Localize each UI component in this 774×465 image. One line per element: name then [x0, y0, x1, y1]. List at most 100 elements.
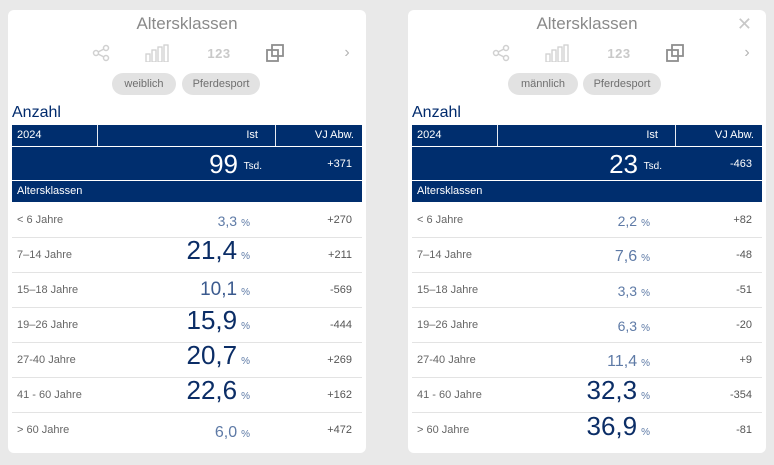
table-row: 41 - 60 Jahre 22,6% +162 [12, 375, 362, 413]
row-label: > 60 Jahre [417, 424, 470, 436]
chip-sport[interactable]: Pferdesport [182, 73, 260, 95]
row-deviation: -81 [736, 424, 752, 436]
chip-sport[interactable]: Pferdesport [583, 73, 661, 95]
widget-toolbar: 123 › [8, 40, 366, 68]
row-value-unit: % [241, 391, 250, 402]
row-label: 7–14 Jahre [17, 249, 73, 261]
table-row: 27-40 Jahre 11,4% +9 [412, 343, 762, 378]
share-icon[interactable] [488, 42, 514, 64]
header-year: 2024 [417, 129, 442, 141]
table-row: > 60 Jahre 36,9% -81 [412, 411, 762, 448]
row-value-number: 6,3 [617, 318, 638, 334]
widget-card-male: Altersklassen ✕ 123 › männlich Pferdespo… [408, 10, 766, 453]
row-value-unit: % [241, 356, 250, 367]
chip-gender[interactable]: männlich [508, 73, 578, 95]
row-value: 3,3% [218, 213, 250, 231]
header-deviation: VJ Abw. [314, 129, 354, 141]
row-label: < 6 Jahre [417, 214, 464, 226]
row-value: 11,4% [607, 353, 650, 371]
row-label: 15–18 Jahre [17, 284, 79, 296]
close-icon[interactable]: ✕ [736, 14, 752, 34]
row-value-number: 20,7 [186, 340, 238, 370]
subheader: Altersklassen [12, 181, 362, 202]
table-row: 19–26 Jahre 6,3% -20 [412, 308, 762, 343]
copy-icon[interactable] [662, 42, 688, 64]
table-row: 19–26 Jahre 15,9% -444 [12, 305, 362, 343]
row-deviation: +9 [739, 354, 752, 366]
row-value-unit: % [641, 391, 650, 402]
row-deviation: +162 [327, 389, 352, 401]
row-value: 15,9% [186, 305, 250, 336]
row-value: 3,3% [618, 283, 650, 301]
row-value-number: 6,0 [214, 424, 238, 441]
number-format-icon[interactable]: 123 [207, 45, 231, 61]
row-label: 19–26 Jahre [17, 319, 79, 331]
row-label: 41 - 60 Jahre [17, 389, 82, 401]
row-value-number: 11,4 [607, 353, 638, 370]
row-value-number: 21,4 [186, 235, 238, 265]
row-value-number: 7,6 [614, 248, 638, 265]
row-label: 27-40 Jahre [417, 354, 476, 366]
row-deviation: +472 [327, 424, 352, 436]
row-deviation: -444 [329, 319, 352, 331]
widget-card-female: Altersklassen 123 › weiblich Pferdesport… [8, 10, 366, 453]
table-row: > 60 Jahre 6,0% +472 [12, 413, 362, 448]
row-value: 6,3% [618, 318, 650, 336]
table-row: < 6 Jahre 2,2% +82 [412, 203, 762, 238]
row-value-unit: % [641, 358, 650, 369]
row-value: 7,6% [615, 248, 650, 266]
subheader: Altersklassen [412, 181, 762, 202]
copy-icon[interactable] [262, 42, 288, 64]
row-label: 41 - 60 Jahre [417, 389, 482, 401]
bar-chart-icon[interactable] [544, 42, 570, 64]
row-value-number: 36,9 [586, 411, 638, 441]
table-row: 15–18 Jahre 3,3% -51 [412, 273, 762, 308]
row-value: 36,9% [586, 411, 650, 442]
row-value-number: 2,2 [617, 213, 638, 229]
row-value-unit: % [641, 288, 650, 299]
row-value-unit: % [241, 321, 250, 332]
row-value: 6,0% [215, 424, 250, 442]
table-row: 15–18 Jahre 10,1% -569 [12, 273, 362, 308]
row-value-unit: % [641, 323, 650, 334]
row-value-number: 15,9 [186, 305, 238, 335]
row-deviation: -569 [329, 284, 352, 296]
bar-chart-icon[interactable] [144, 42, 170, 64]
row-deviation: -48 [736, 249, 752, 261]
row-label: 15–18 Jahre [417, 284, 479, 296]
table-row: 27-40 Jahre 20,7% +269 [12, 340, 362, 378]
table-row: 7–14 Jahre 21,4% +211 [12, 235, 362, 273]
chip-gender[interactable]: weiblich [112, 73, 176, 95]
card-title: Altersklassen [136, 14, 238, 33]
share-icon[interactable] [88, 42, 114, 64]
row-value-unit: % [641, 427, 650, 438]
row-value: 22,6% [186, 375, 250, 406]
chevron-right-icon[interactable]: › [744, 44, 750, 61]
row-label: > 60 Jahre [17, 424, 70, 436]
row-value-number: 3,3 [217, 213, 238, 229]
total-deviation: +371 [327, 158, 352, 170]
table-header: 2024 Ist VJ Abw. [412, 125, 762, 146]
row-deviation: +211 [328, 249, 352, 261]
row-deviation: -354 [729, 389, 752, 401]
row-value-unit: % [641, 218, 650, 229]
row-deviation: -20 [736, 319, 752, 331]
row-value: 21,4% [186, 235, 250, 266]
row-deviation: +82 [733, 214, 752, 226]
row-value-unit: % [241, 287, 250, 298]
table-row: < 6 Jahre 3,3% +270 [12, 203, 362, 238]
header-ist: Ist [646, 129, 658, 141]
row-label: 27-40 Jahre [17, 354, 76, 366]
section-title: Anzahl [12, 104, 61, 121]
total-unit: Tsd. [643, 161, 662, 172]
row-value: 10,1% [200, 279, 250, 301]
table-row: 7–14 Jahre 7,6% -48 [412, 238, 762, 273]
row-value-number: 3,3 [617, 283, 638, 299]
section-title: Anzahl [412, 104, 461, 121]
header-deviation: VJ Abw. [714, 129, 754, 141]
chevron-right-icon[interactable]: › [344, 44, 350, 61]
row-value-number: 32,3 [586, 375, 638, 405]
row-value-unit: % [241, 218, 250, 229]
number-format-icon[interactable]: 123 [607, 45, 631, 61]
row-deviation: +269 [327, 354, 352, 366]
